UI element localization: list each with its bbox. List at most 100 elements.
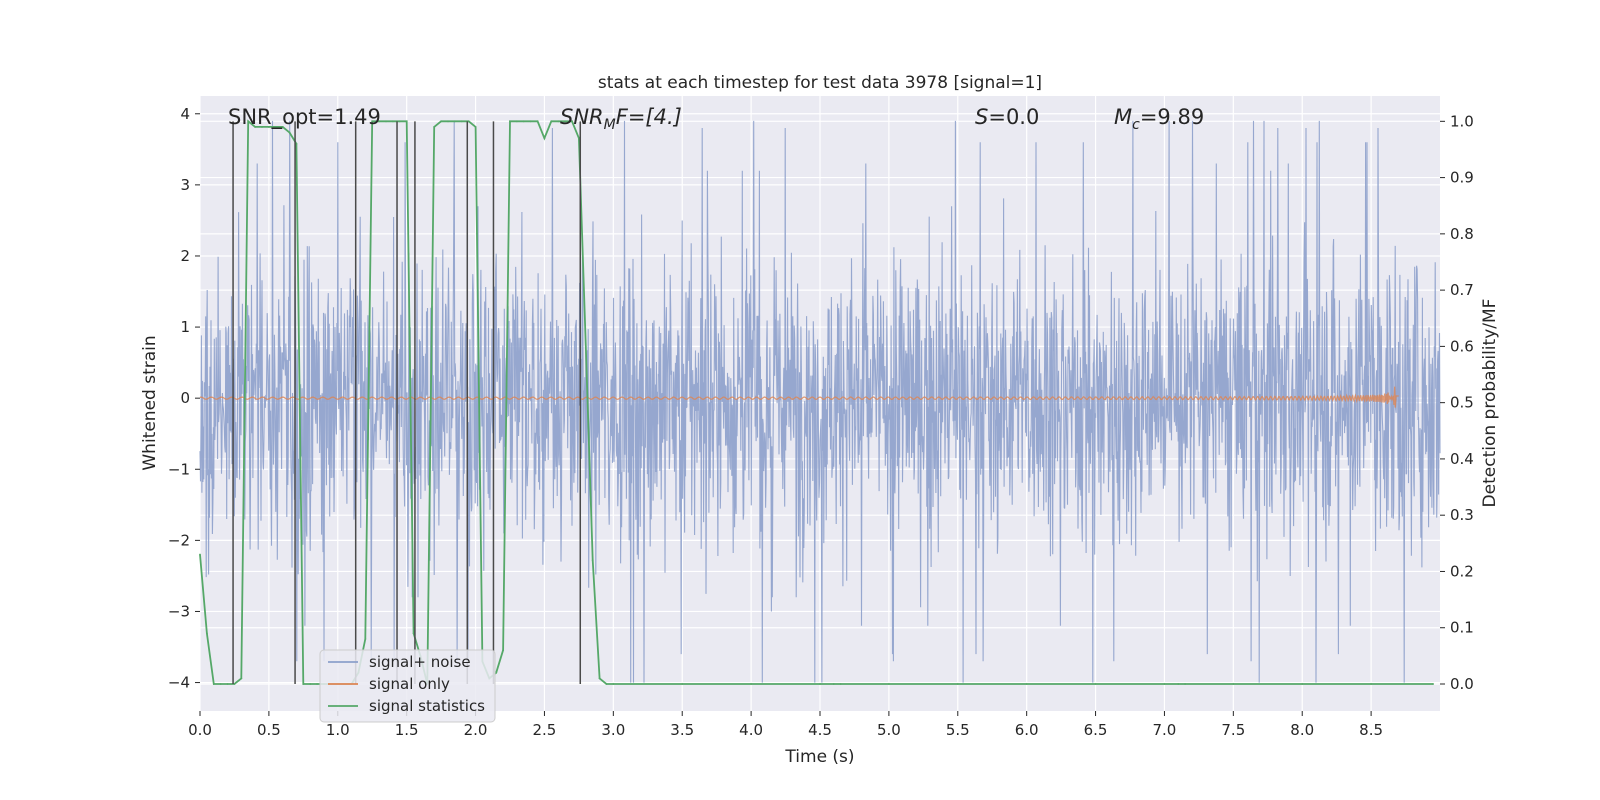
signal-statistics-point xyxy=(453,120,456,123)
annotation-s-stat-suffix: =0.0 xyxy=(988,105,1039,129)
y-right-axis-ticks: 0.0 0.1 0.2 0.3 0.4 0.5 0.6 0.7 0.8 0.9 1.0 xyxy=(1440,112,1474,693)
signal-statistics-point xyxy=(474,126,477,128)
x-tick-label: 1.0 xyxy=(326,721,350,739)
signal-statistics-point xyxy=(750,683,753,685)
signal-statistics-point xyxy=(605,683,608,685)
signal-statistics-point xyxy=(956,683,959,685)
y-right-tick-label: 0.9 xyxy=(1450,169,1474,187)
x-tick-label: 7.5 xyxy=(1221,721,1245,739)
signal-statistics-point xyxy=(1301,683,1304,685)
signal-noise-line xyxy=(199,120,1441,683)
annotation-s-stat: S=0.0 xyxy=(975,105,1039,129)
annotation-snr-mf: SNRMF=[4.] xyxy=(560,105,682,133)
signal-statistics-point xyxy=(405,120,408,123)
annotation-s-stat-prefix: S xyxy=(975,105,988,129)
signal-statistics-point xyxy=(495,671,498,674)
x-axis-ticks: 0.0 0.5 1.0 1.5 2.0 2.5 3.0 3.5 4.0 4.5 5.0 5.5 6.0 6… xyxy=(188,711,1383,739)
signal-statistics-point xyxy=(391,120,394,123)
y-left-tick-label: −2 xyxy=(168,531,190,549)
x-tick-label: 6.0 xyxy=(1015,721,1039,739)
signal-statistics-point xyxy=(681,683,684,685)
legend-label-signal-statistics: signal statistics xyxy=(369,697,485,715)
x-tick-label: 8.0 xyxy=(1290,721,1314,739)
y-left-tick-label: 1 xyxy=(180,318,190,336)
signal-statistics-point xyxy=(412,632,415,635)
y-left-tick-label: 0 xyxy=(180,389,190,407)
signal-only-series xyxy=(199,386,1399,408)
x-tick-label: 4.0 xyxy=(739,721,763,739)
y-right-tick-label: 0.7 xyxy=(1450,281,1474,299)
y-right-tick-label: 0.3 xyxy=(1450,506,1474,524)
event-markers xyxy=(232,121,582,684)
signal-statistics-point xyxy=(1370,683,1373,685)
annotation-mc-prefix: M xyxy=(1114,105,1132,129)
annotation-mc-sub: c xyxy=(1132,117,1140,133)
y-right-tick-label: 0.0 xyxy=(1450,675,1474,693)
signal-statistics-point xyxy=(577,137,580,140)
signal-only-line xyxy=(199,386,1399,408)
signal-statistics-point xyxy=(564,120,567,123)
signal-statistics-point xyxy=(247,120,250,123)
annotation-snr-opt: SNR_opt=1.49 xyxy=(228,105,381,130)
signal-statistics-point xyxy=(226,683,229,685)
x-tick-label: 3.0 xyxy=(601,721,625,739)
signal-statistics-point xyxy=(460,120,463,123)
signal-statistics-point xyxy=(1232,683,1235,685)
signal-statistics-point xyxy=(316,683,319,685)
signal-statistics-point xyxy=(591,559,594,562)
y-left-axis-label: Whitened strain xyxy=(140,335,160,470)
x-tick-label: 1.5 xyxy=(395,721,419,739)
signal-statistics-point xyxy=(839,683,842,685)
y-right-tick-label: 0.1 xyxy=(1450,619,1474,637)
y-left-tick-label: −1 xyxy=(168,460,190,478)
signal-statistics-point xyxy=(536,120,539,123)
signal-statistics-point xyxy=(515,120,518,123)
signal-statistics-point xyxy=(1432,683,1435,685)
signal-statistics-point xyxy=(261,126,263,128)
signal-statistics-point xyxy=(385,120,387,123)
signal-statistics-point xyxy=(378,120,381,123)
signal-statistics-point xyxy=(502,649,505,652)
x-tick-label: 6.5 xyxy=(1084,721,1108,739)
signal-statistics-point xyxy=(1163,683,1166,685)
signal-statistics-point xyxy=(205,632,208,635)
y-left-tick-label: 2 xyxy=(180,247,190,265)
y-left-axis-ticks: −4 −3 −2 −1 0 1 2 3 4 xyxy=(168,105,200,692)
signal-noise-series xyxy=(199,120,1441,683)
signal-statistics-point xyxy=(571,120,573,123)
signal-statistics-point xyxy=(233,683,236,685)
signal-statistics-point xyxy=(199,553,201,556)
signal-statistics-point xyxy=(295,142,298,145)
y-left-tick-label: −3 xyxy=(168,602,190,620)
signal-statistics-point xyxy=(1177,683,1180,685)
signal-statistics-series xyxy=(199,119,1435,685)
signal-statistics-point xyxy=(887,683,890,685)
y-left-tick-label: 3 xyxy=(180,176,190,194)
legend-label-signal-noise: signal+ noise xyxy=(369,653,471,671)
signal-statistics-point xyxy=(433,126,436,128)
y-right-axis-label: Detection probability/MF xyxy=(1480,299,1500,508)
signal-statistics-point xyxy=(212,683,215,685)
signal-statistics-point xyxy=(240,677,243,680)
legend-box xyxy=(319,649,496,723)
signal-statistics-point xyxy=(254,126,257,128)
x-tick-label: 5.0 xyxy=(877,721,901,739)
chart-title: stats at each timestep for test data 397… xyxy=(598,73,1042,93)
signal-statistics-point xyxy=(1184,683,1187,685)
signal-statistics-point xyxy=(302,683,305,685)
signal-statistics-point xyxy=(274,126,277,128)
signal-statistics-point xyxy=(529,120,532,123)
signal-statistics-point xyxy=(509,120,511,123)
annotation-snr-mf-sub: M xyxy=(604,117,616,133)
x-tick-label: 2.5 xyxy=(533,721,557,739)
signal-statistics-point xyxy=(267,126,270,128)
y-right-tick-label: 0.8 xyxy=(1450,225,1474,243)
y-right-tick-label: 0.5 xyxy=(1450,394,1474,412)
signal-statistics-point xyxy=(1094,683,1097,685)
x-tick-label: 5.5 xyxy=(946,721,970,739)
x-tick-label: 3.5 xyxy=(670,721,694,739)
signal-statistics-point xyxy=(398,120,401,123)
signal-statistics-point xyxy=(543,137,546,140)
signal-statistics-point xyxy=(557,120,560,123)
